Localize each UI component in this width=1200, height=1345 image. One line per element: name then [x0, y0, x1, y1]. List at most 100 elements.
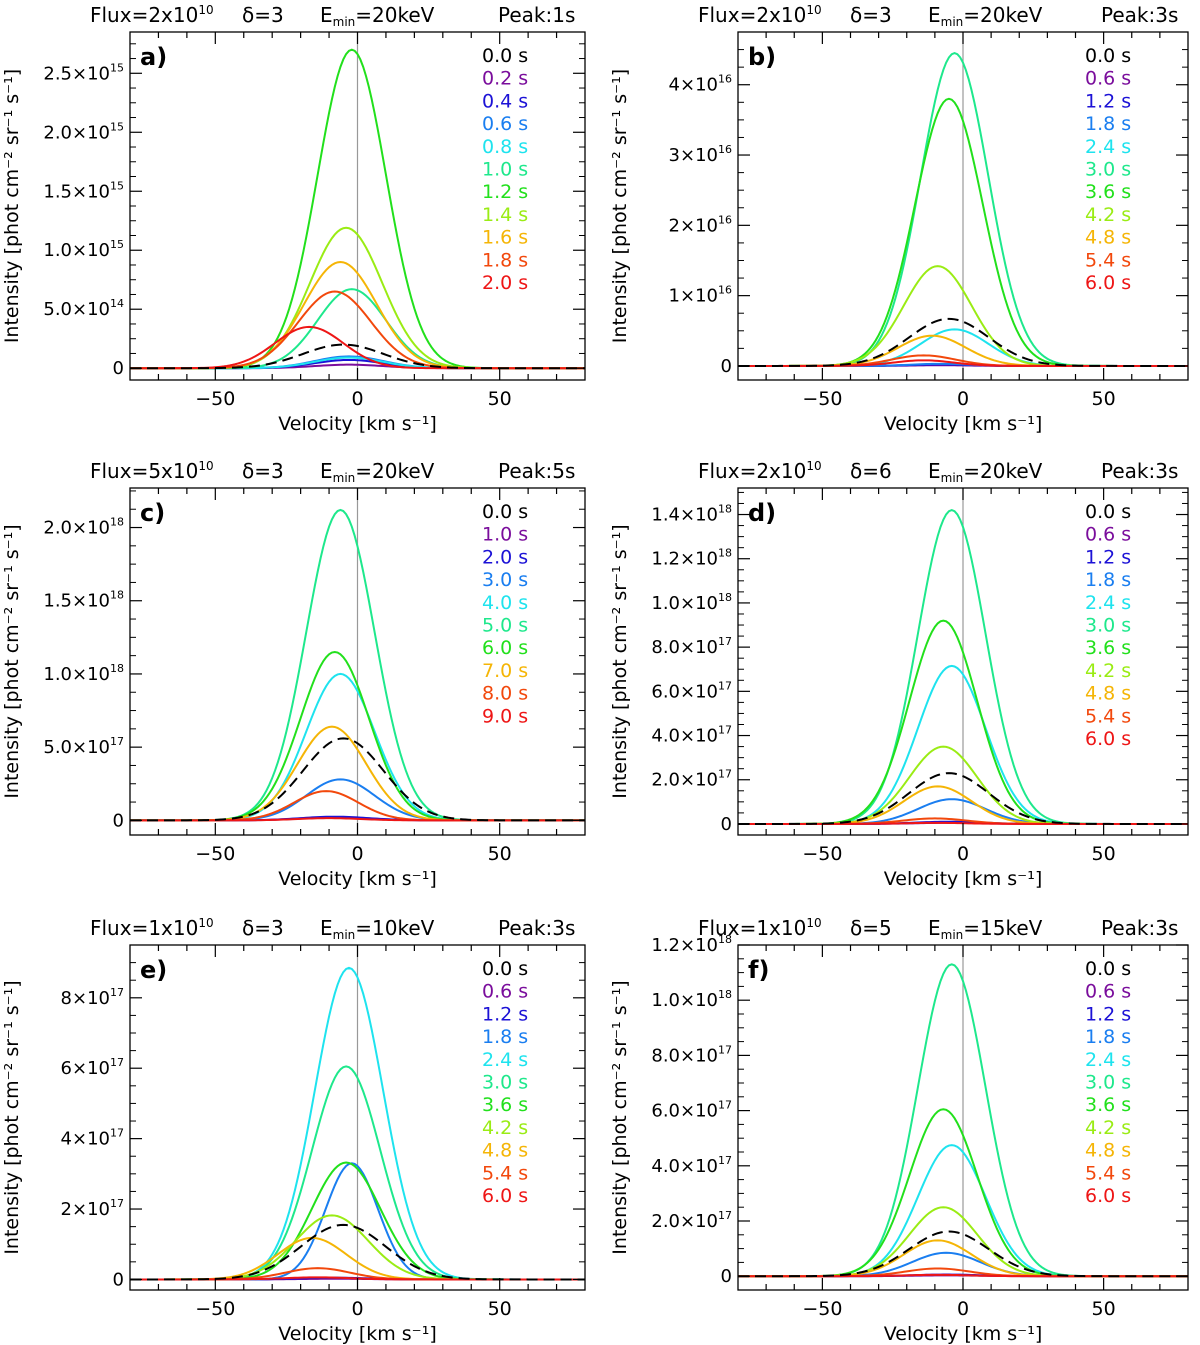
legend-entry: 1.2 s: [1085, 1003, 1131, 1025]
emin-subscript: min: [333, 15, 356, 29]
y-tick-label: 1.2×1018: [651, 547, 732, 570]
emin-subscript: min: [333, 471, 356, 485]
x-axis-label: Velocity [km s⁻¹]: [884, 1323, 1043, 1345]
y-tick-exponent: 17: [718, 679, 732, 692]
y-tick-exponent: 18: [718, 503, 732, 516]
y-tick-label: 1.0×1015: [43, 238, 124, 261]
legend-entry: 5.0 s: [482, 615, 528, 637]
legend-entry: 2.0 s: [482, 546, 528, 568]
legend-entry: 9.0 s: [482, 705, 528, 727]
series-line-6-0-s: [738, 1273, 1188, 1278]
y-tick-exponent: 16: [718, 73, 732, 86]
flux-value: Flux=1x10: [698, 916, 806, 940]
delta-value: δ=3: [242, 3, 284, 27]
y-tick-exponent: 17: [718, 768, 732, 781]
x-tick-label: 50: [1092, 1298, 1116, 1320]
legend-entry: 4.8 s: [1085, 1140, 1131, 1162]
title-peak: Peak:3s: [498, 916, 575, 940]
x-tick-label: −50: [802, 388, 842, 410]
panel-a: Flux=2x1010 δ=3 Emin=20keV Peak:1s −50 0 50 0 5.…: [1, 3, 586, 435]
y-tick-label: 0: [113, 358, 124, 379]
legend-entry: 2.4 s: [1085, 136, 1131, 158]
legend-entry: 0.0 s: [482, 501, 528, 523]
y-tick-label: 0: [113, 810, 124, 831]
legend-entry: 4.8 s: [482, 1140, 528, 1162]
title-delta: δ=3: [242, 916, 284, 940]
legend-entry: 4.0 s: [482, 592, 528, 614]
flux-value: Flux=2x10: [90, 3, 198, 27]
y-tick-label: 1.4×1018: [651, 503, 732, 526]
y-tick-exponent: 18: [718, 591, 732, 604]
curves: [738, 963, 1188, 1278]
y-tick-label: 3×1016: [669, 143, 732, 166]
x-tick-label: 0: [351, 388, 363, 410]
legend-entry: 1.0 s: [482, 159, 528, 181]
y-tick-label: 2×1016: [669, 213, 732, 236]
title-peak: Peak:3s: [1101, 916, 1178, 940]
y-tick-exponent: 16: [718, 284, 732, 297]
y-tick-exponent: 17: [110, 1056, 124, 1069]
legend-entry: 1.2 s: [482, 181, 528, 203]
legend-entry: 1.8 s: [1085, 569, 1131, 591]
emin-symbol: E: [928, 3, 941, 27]
y-tick-label: 0: [721, 356, 732, 377]
peak-value: Peak:1s: [498, 3, 575, 27]
legend-entry: 4.8 s: [1085, 683, 1131, 705]
peak-value: Peak:3s: [1101, 916, 1178, 940]
panel-letter: e): [140, 956, 167, 984]
panel-letter: a): [140, 43, 167, 71]
title-peak: Peak:3s: [1101, 3, 1178, 27]
curves: [130, 48, 585, 370]
flux-exponent: 10: [198, 3, 213, 17]
x-tick-label: −50: [195, 388, 235, 410]
title-delta: δ=5: [850, 916, 892, 940]
series-line-0-0-s: [130, 737, 585, 822]
title-peak: Peak:5s: [498, 459, 575, 483]
emin-subscript: min: [941, 471, 964, 485]
y-tick-label: 1.5×1015: [43, 179, 124, 202]
legend-entry: 7.0 s: [482, 660, 528, 682]
curves: [130, 508, 585, 822]
title-emin: Emin=20keV: [320, 459, 435, 485]
x-tick-label: 0: [957, 843, 969, 865]
flux-exponent: 10: [806, 3, 821, 17]
legend-entry: 0.0 s: [1085, 501, 1131, 523]
x-tick-label: 50: [1092, 388, 1116, 410]
title-delta: δ=3: [242, 459, 284, 483]
legend-entry: 1.8 s: [482, 1026, 528, 1048]
legend-entry: 0.6 s: [482, 113, 528, 135]
x-tick-label: 0: [957, 1298, 969, 1320]
legend-entry: 0.0 s: [1085, 958, 1131, 980]
x-tick-label: 50: [1092, 843, 1116, 865]
y-tick-exponent: 17: [718, 1154, 732, 1167]
y-tick-exponent: 17: [110, 986, 124, 999]
x-tick-label: 0: [957, 388, 969, 410]
y-axis-label: Intensity [phot cm⁻² sr⁻¹ s⁻¹]: [1, 69, 23, 343]
flux-exponent: 10: [198, 916, 213, 930]
title-flux: Flux=1x1010: [698, 916, 822, 940]
y-tick-label: 4.0×1017: [651, 1154, 732, 1177]
y-tick-exponent: 18: [718, 988, 732, 1001]
legend-entry: 1.6 s: [482, 227, 528, 249]
legend-entry: 5.4 s: [1085, 705, 1131, 727]
y-tick-label: 1×1016: [669, 284, 732, 307]
y-tick-exponent: 15: [110, 61, 124, 74]
legend-entry: 3.0 s: [482, 1072, 528, 1094]
delta-value: δ=3: [242, 916, 284, 940]
y-axis-label: Intensity [phot cm⁻² sr⁻¹ s⁻¹]: [609, 69, 631, 343]
x-axis-label: Velocity [km s⁻¹]: [278, 1323, 437, 1345]
legend-entry: 6.0 s: [482, 637, 528, 659]
y-tick-label: 1.0×1018: [651, 988, 732, 1011]
legend-entry: 8.0 s: [482, 683, 528, 705]
y-tick-label: 0: [113, 1269, 124, 1290]
peak-value: Peak:5s: [498, 459, 575, 483]
flux-value: Flux=1x10: [90, 916, 198, 940]
title-peak: Peak:3s: [1101, 459, 1178, 483]
y-tick-exponent: 17: [110, 1127, 124, 1140]
emin-symbol: E: [320, 3, 333, 27]
panel-c: Flux=5x1010 δ=3 Emin=20keV Peak:5s −50 0 50 0 5.…: [1, 459, 586, 890]
y-tick-label: 4×1016: [669, 73, 732, 96]
y-tick-exponent: 15: [110, 238, 124, 251]
y-tick-exponent: 17: [718, 1209, 732, 1222]
y-tick-label: 2.0×1018: [43, 516, 124, 539]
